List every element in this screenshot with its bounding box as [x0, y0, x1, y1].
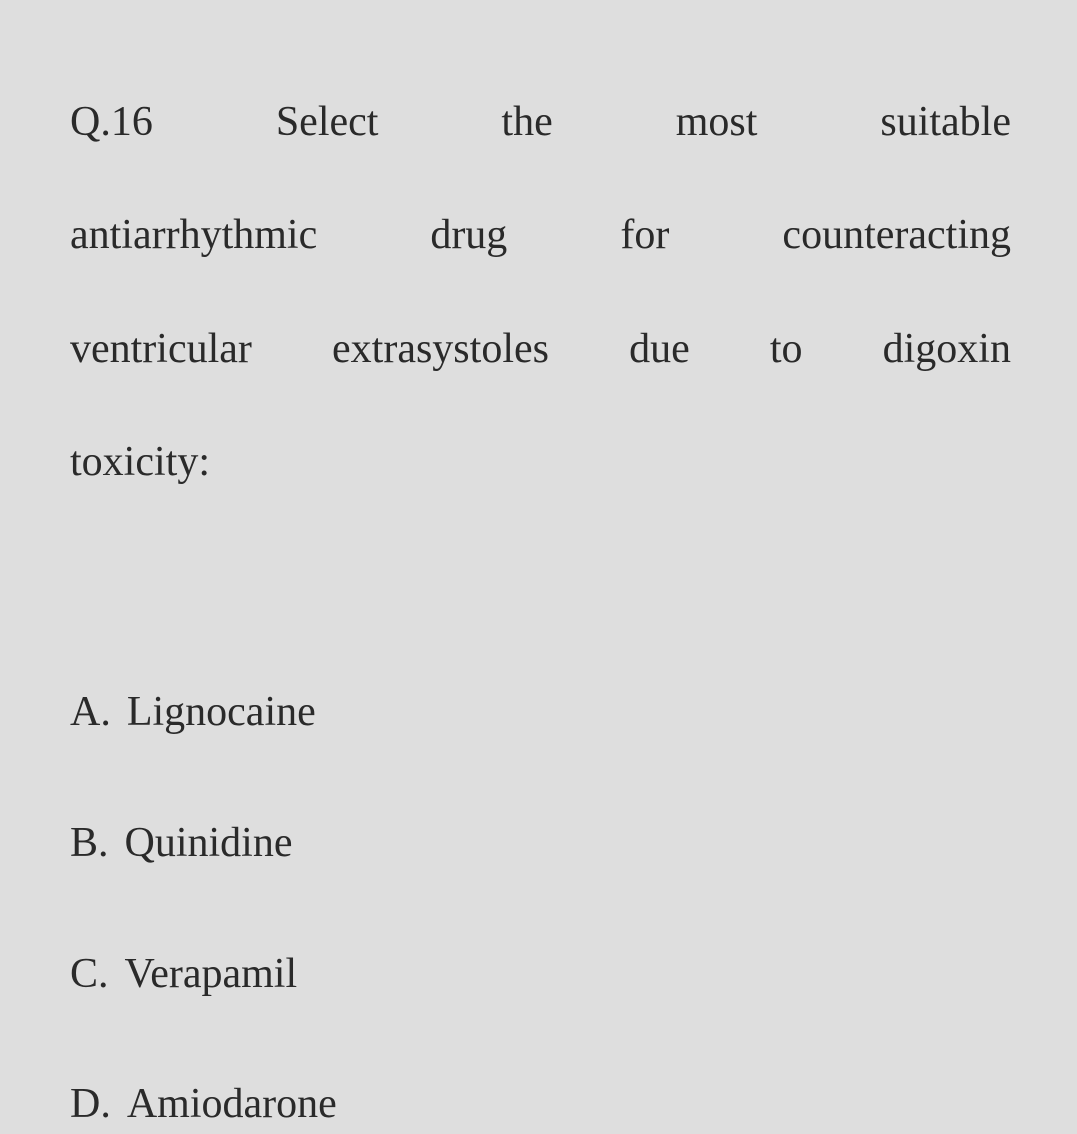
question-word: suitable: [880, 66, 1011, 179]
question-line-2: antiarrhythmic drug for counteracting: [70, 179, 1011, 292]
question-word: extrasystoles: [332, 293, 549, 406]
question-word: for: [620, 179, 669, 292]
question-word: antiarrhythmic: [70, 179, 317, 292]
question-word: counteracting: [782, 179, 1011, 292]
option-text: Amiodarone: [127, 1075, 337, 1134]
option-text: Lignocaine: [127, 683, 316, 742]
option-text: Verapamil: [125, 945, 298, 1004]
question-word: toxicity:: [70, 439, 210, 485]
option-d[interactable]: D. Amiodarone: [70, 1075, 1011, 1134]
question-text: Q.16 Select the most suitable antiarrhyt…: [70, 66, 1011, 633]
option-letter: B.: [70, 814, 109, 873]
question-word: drug: [430, 179, 507, 292]
question-line-3: ventricular extrasystoles due to digoxin: [70, 293, 1011, 406]
option-c[interactable]: C. Verapamil: [70, 945, 1011, 1004]
option-a[interactable]: A. Lignocaine: [70, 683, 1011, 742]
question-word: ventricular: [70, 293, 252, 406]
question-word: most: [676, 66, 758, 179]
question-line-4: toxicity:: [70, 406, 1011, 519]
option-letter: A.: [70, 683, 111, 742]
options-list: A. Lignocaine B. Quinidine C. Verapamil …: [70, 683, 1011, 1134]
option-letter: D.: [70, 1075, 111, 1134]
question-word: Select: [276, 66, 379, 179]
question-word: the: [501, 66, 552, 179]
question-line-1: Q.16 Select the most suitable: [70, 66, 1011, 179]
question-word: to: [770, 293, 803, 406]
question-word: digoxin: [883, 293, 1011, 406]
option-text: Quinidine: [125, 814, 293, 873]
option-letter: C.: [70, 945, 109, 1004]
question-word: due: [629, 293, 690, 406]
question-number: Q.16: [70, 66, 153, 179]
option-b[interactable]: B. Quinidine: [70, 814, 1011, 873]
